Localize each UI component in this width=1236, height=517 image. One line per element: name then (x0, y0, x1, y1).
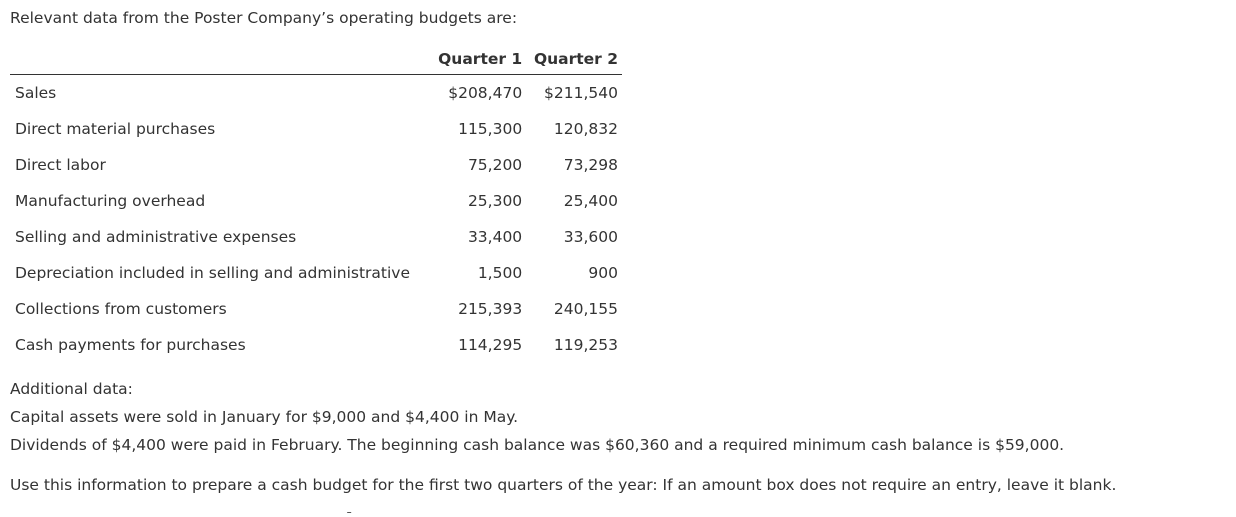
quarter-1-value: 1,500 (477, 264, 523, 282)
quarter-2-value: 119,253 (553, 336, 618, 354)
table-row: Collections from customers 215,393 240,1… (10, 291, 622, 327)
table-row: Depreciation included in selling and adm… (10, 255, 622, 291)
additional-data-heading: Additional data: (10, 380, 133, 398)
quarter-1-value: 115,300 (458, 120, 523, 138)
capital-assets-note: Capital assets were sold in January for … (10, 408, 519, 426)
column-header-quarter-1: Quarter 1 (429, 44, 527, 75)
table-row: Sales $208,470 $211,540 (10, 75, 622, 112)
row-label: Manufacturing overhead (15, 192, 206, 210)
quarter-2-value: 73,298 (563, 156, 618, 174)
quarter-2-value: 120,832 (553, 120, 618, 138)
row-label: Selling and administrative expenses (15, 228, 297, 246)
quarter-1-value: 75,200 (467, 156, 523, 174)
column-header-label (10, 44, 430, 75)
table-row: Direct material purchases 115,300 120,83… (10, 111, 622, 147)
instruction-text: Use this information to prepare a cash b… (10, 476, 1117, 494)
dividends-note: Dividends of $4,400 were paid in Februar… (10, 436, 1065, 454)
row-label: Cash payments for purchases (15, 336, 246, 354)
table-row: Direct labor 75,200 73,298 (10, 147, 622, 183)
cut-off-mark (344, 512, 352, 517)
quarter-1-value: 114,295 (458, 336, 523, 354)
row-label: Direct material purchases (15, 120, 216, 138)
table-row: Selling and administrative expenses 33,4… (10, 219, 622, 255)
table-row: Manufacturing overhead 25,300 25,400 (10, 183, 622, 219)
table-header-row: Quarter 1 Quarter 2 (10, 44, 622, 75)
additional-data-section: Additional data: Capital assets were sol… (10, 375, 1064, 459)
row-label: Sales (15, 84, 57, 102)
quarter-2-value: 25,400 (563, 192, 618, 210)
row-label: Depreciation included in selling and adm… (15, 264, 411, 282)
quarter-2-value: 240,155 (553, 300, 618, 318)
quarter-1-value: 25,300 (467, 192, 523, 210)
intro-text: Relevant data from the Poster Company’s … (10, 9, 518, 27)
quarter-2-value: $211,540 (544, 84, 618, 102)
column-header-quarter-2: Quarter 2 (526, 44, 622, 75)
row-label: Collections from customers (15, 300, 227, 318)
operating-budget-table: Quarter 1 Quarter 2 Sales $208,470 $211,… (10, 44, 622, 363)
quarter-2-value: 33,600 (563, 228, 618, 246)
table-row: Cash payments for purchases 114,295 119,… (10, 327, 622, 363)
quarter-2-value: 900 (588, 264, 618, 282)
row-label: Direct labor (15, 156, 106, 174)
quarter-1-value: 215,393 (458, 300, 523, 318)
quarter-1-value: 33,400 (467, 228, 523, 246)
quarter-1-value: $208,470 (448, 84, 523, 102)
